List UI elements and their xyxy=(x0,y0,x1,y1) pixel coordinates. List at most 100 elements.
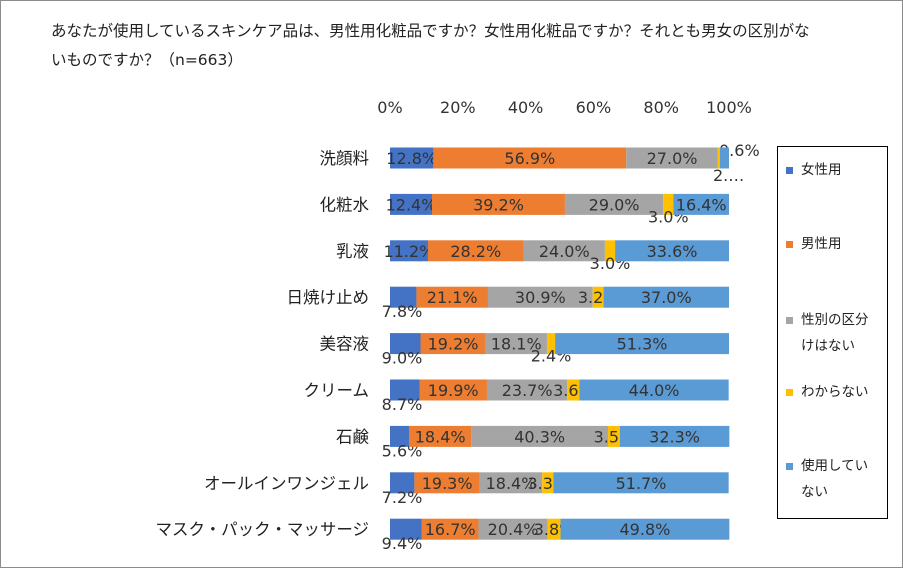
legend-swatch xyxy=(786,317,793,324)
data-label: 23.7% xyxy=(502,381,553,400)
legend-label: 性別の区分けはない xyxy=(801,312,869,354)
data-label: 8.7% xyxy=(382,395,423,414)
data-label: 9.4% xyxy=(382,534,423,553)
category-label: 乳液 xyxy=(336,242,369,261)
chart-legend: 女性用男性用性別の区分けはないわからない使用していない xyxy=(777,146,888,519)
bar-segment xyxy=(719,147,729,169)
data-label: 16.4% xyxy=(676,195,727,214)
bar-segment xyxy=(421,518,479,540)
bar-segment xyxy=(433,147,627,169)
data-label: 11.2% xyxy=(384,242,435,261)
bar-segment xyxy=(626,147,718,169)
data-label: 32.3% xyxy=(649,427,700,446)
data-label: 40.3% xyxy=(514,427,565,446)
bar-segment xyxy=(485,333,547,355)
bar-segment xyxy=(390,379,420,401)
x-tick-label: 20% xyxy=(440,98,476,117)
data-label: 18.4% xyxy=(486,474,537,493)
bar-segment xyxy=(542,472,554,494)
category-label: オールインワンジェル xyxy=(204,474,369,493)
bar-segment xyxy=(523,240,605,262)
data-label: 44.0% xyxy=(629,381,680,400)
x-tick-label: 100% xyxy=(706,98,752,117)
bar-segment xyxy=(416,286,488,308)
data-label: 51.7% xyxy=(616,474,667,493)
bar-segment xyxy=(479,472,543,494)
bar-segment xyxy=(717,147,720,169)
bar-segment xyxy=(471,425,608,447)
category-label: 石鹸 xyxy=(336,427,370,446)
bar-segment xyxy=(414,472,480,494)
bar-segment xyxy=(604,240,616,262)
bar-segment xyxy=(592,286,604,308)
data-label: 29.0% xyxy=(589,195,640,214)
bar-segment xyxy=(603,286,729,308)
data-label: 19.3% xyxy=(422,474,473,493)
bar-segment xyxy=(615,240,729,262)
category-label: 洗顔料 xyxy=(320,149,370,168)
data-label: 20.4% xyxy=(488,520,539,539)
data-label: 56.9% xyxy=(504,149,555,168)
bar-segment xyxy=(420,333,486,355)
category-label: マスク・パック・マッサージ xyxy=(155,520,369,539)
data-label: 9.0% xyxy=(382,349,423,368)
bar-segment xyxy=(555,333,729,355)
data-label: 19.2% xyxy=(428,335,479,354)
legend-label: わからない xyxy=(801,384,869,400)
bar-segment xyxy=(390,333,421,355)
x-tick-label: 80% xyxy=(643,98,679,117)
bar-segment xyxy=(432,193,565,215)
data-label: 33.6% xyxy=(647,242,698,261)
bar-segment xyxy=(619,425,730,447)
legend-swatch xyxy=(786,463,793,470)
bar-segment xyxy=(390,425,409,447)
bar-segment xyxy=(560,518,730,540)
chart-title: あなたが使用しているスキンケア品は、男性用化粧品ですか？女性用化粧品ですか？それ… xyxy=(51,22,810,69)
legend-label: 男性用 xyxy=(801,236,842,252)
data-label: 7.8% xyxy=(382,302,423,321)
bar-segment xyxy=(564,193,664,215)
data-label: 2.… xyxy=(713,166,744,185)
bar-segment xyxy=(390,518,422,540)
data-label: 28.2% xyxy=(450,242,501,261)
stacked-bar-chart: 0% 20% 40% 60% 80% 100% 洗顔料 12.8% 56.9% 27.0% 0.6%… xyxy=(155,98,760,553)
category-label: 美容液 xyxy=(320,335,370,354)
data-label: 0.6% xyxy=(719,141,760,160)
legend-swatch xyxy=(786,167,793,174)
data-label: 7.2% xyxy=(382,488,423,507)
bar-segment xyxy=(486,379,568,401)
x-tick-label: 0% xyxy=(377,98,402,117)
bar-segment xyxy=(673,193,729,215)
bar-segment xyxy=(607,425,620,447)
bar-segment xyxy=(390,147,434,169)
bar-segment xyxy=(390,240,428,262)
bar-segment xyxy=(478,518,548,540)
data-label: 19.9% xyxy=(428,381,479,400)
data-label: 21.1% xyxy=(427,288,478,307)
data-label: 30.9% xyxy=(515,288,566,307)
legend-swatch xyxy=(786,241,793,248)
data-label: 18.4% xyxy=(415,427,466,446)
data-label: 18.1% xyxy=(491,335,542,354)
bar-segment xyxy=(487,286,593,308)
data-label: 51.3% xyxy=(617,335,668,354)
category-label: 日焼け止め xyxy=(287,288,370,307)
bar-segment xyxy=(579,379,729,401)
category-label: 化粧水 xyxy=(320,195,370,214)
bar-segment xyxy=(567,379,580,401)
bar-segment xyxy=(419,379,487,401)
x-tick-label: 60% xyxy=(576,98,612,117)
bar-segment xyxy=(553,472,729,494)
data-label: 12.8% xyxy=(386,149,437,168)
data-label: 39.2% xyxy=(473,195,524,214)
bar-segment xyxy=(547,518,561,540)
data-label: 27.0% xyxy=(647,149,698,168)
data-label: 49.8% xyxy=(620,520,671,539)
data-label: 12.4% xyxy=(386,195,437,214)
category-label: クリーム xyxy=(303,381,369,400)
legend-label: 女性用 xyxy=(801,162,842,178)
bar-segment xyxy=(427,240,524,262)
legend-label: 使用していない xyxy=(801,458,869,500)
bar-segment xyxy=(408,425,472,447)
